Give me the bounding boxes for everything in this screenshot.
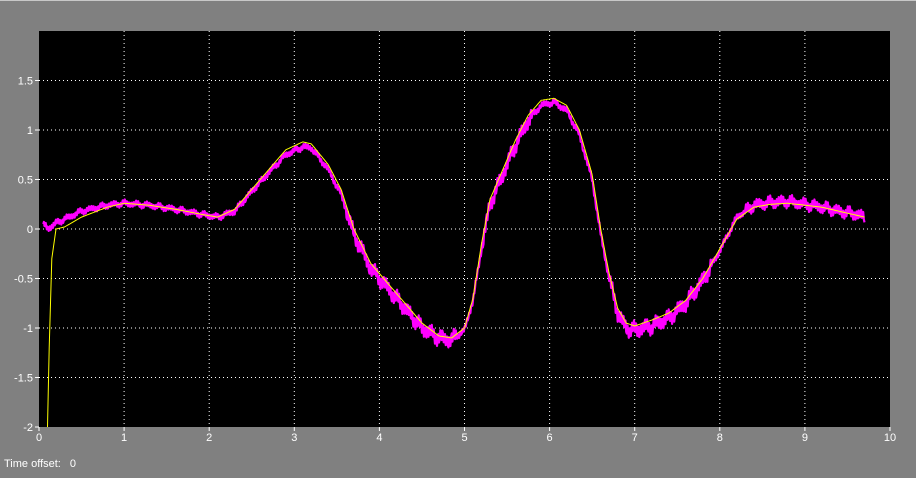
series-layer: [42, 97, 866, 428]
x-tick-label: 10: [884, 432, 896, 444]
plot-area: [39, 31, 890, 427]
x-tick-label: 5: [461, 432, 467, 444]
x-tick-label: 7: [632, 432, 638, 444]
series-line-reference: [47, 97, 865, 428]
x-tick-label: 6: [547, 432, 553, 444]
x-tick-label: 4: [376, 432, 382, 444]
y-tick-label: 0.5: [18, 175, 33, 187]
tick-labels: 0 1 2 3 4 5 6 7 8 9 10 -2 -1.5 -1 -0.5 0 0.5 1 1.5: [14, 76, 896, 445]
y-tick-label: 1.5: [18, 76, 33, 88]
x-tick-label: 2: [206, 432, 212, 444]
x-tick-label: 3: [291, 432, 297, 444]
series-line-measured: [42, 98, 866, 349]
y-tick-label: -1: [23, 323, 33, 335]
y-tick-label: 1: [27, 125, 33, 137]
time-offset-label: Time offset:: [4, 458, 61, 470]
y-tick-label: 0: [27, 224, 33, 236]
y-tick-label: -1.5: [14, 373, 33, 385]
x-tick-label: 8: [717, 432, 723, 444]
y-tick-label: -0.5: [14, 274, 33, 286]
status-bar: Time offset: 0: [4, 458, 82, 470]
x-tick-label: 9: [802, 432, 808, 444]
time-offset-value: 0: [69, 458, 77, 470]
x-tick-label: 1: [121, 432, 127, 444]
x-tick-label: 0: [36, 432, 42, 444]
y-tick-label: -2: [23, 422, 33, 434]
